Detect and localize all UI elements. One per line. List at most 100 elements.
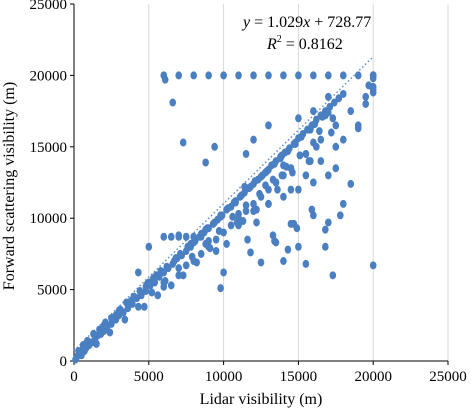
data-point [292,139,299,148]
data-point [175,71,183,80]
data-point [365,81,373,90]
data-point [141,302,148,311]
y-axis-title: Forward scattering visibility (m) [1,82,18,290]
y-tick-label: 25000 [30,0,68,13]
y-tick-label: 5000 [37,283,67,299]
data-point [112,311,120,320]
data-point [369,85,377,94]
data-point [362,99,370,108]
data-point [347,107,355,116]
y-tick-label: 10000 [30,211,68,227]
data-point [250,199,257,208]
data-point [262,168,269,177]
data-point [295,71,302,80]
data-point [310,107,317,116]
data-point [160,232,168,241]
data-point [265,185,272,194]
data-point [163,262,171,271]
data-point [211,142,218,151]
vertical-gridlines [148,4,449,361]
data-point [190,257,197,266]
data-point [280,257,287,266]
data-point [242,207,250,216]
data-point [310,71,317,80]
data-point [220,71,227,80]
data-point [242,149,250,158]
data-point [265,71,272,80]
data-point [136,287,144,296]
data-point [354,124,362,133]
data-point [265,121,272,130]
data-point [238,191,245,200]
data-point [277,154,284,163]
data-point [145,242,153,251]
data-point [280,192,287,201]
trendline-path [73,56,374,352]
data-point [313,142,320,151]
data-point [284,147,292,156]
data-point [148,288,156,297]
data-point [220,268,227,277]
data-point [302,259,310,268]
data-point [328,128,335,137]
data-point [205,71,212,80]
data-point [251,177,259,186]
data-point [369,71,377,80]
chart-axes [70,3,449,365]
data-point [161,75,169,84]
data-point [182,261,190,270]
data-point [250,207,257,216]
data-point [179,138,187,147]
regression-equation: y = 1.029x + 728.77 [241,14,371,31]
data-point [295,242,302,251]
data-point [265,199,272,208]
data-point [339,199,347,208]
data-point [302,149,310,158]
data-point [322,225,329,234]
data-point [175,264,183,273]
data-point [212,235,220,244]
data-point [90,329,97,338]
data-point [233,218,241,227]
data-point [335,94,343,103]
data-point [298,132,305,141]
data-point [322,111,329,120]
data-point [175,271,183,280]
data-point [295,114,302,123]
data-point [235,71,242,80]
x-tick-label: 20000 [354,369,392,385]
data-point [280,71,287,80]
data-point [339,71,347,80]
data-point [362,92,370,101]
data-point [347,179,355,188]
x-tick-label: 5000 [134,369,164,385]
data-point [354,71,362,80]
data-point [278,171,286,180]
data-point [172,254,180,263]
data-point [325,218,332,227]
data-point [325,71,332,80]
data-point [182,232,190,241]
y-tick-label: 15000 [30,140,68,156]
data-point [310,178,317,187]
data-point [202,158,209,167]
tick-labels: 0 5000 10000 15000 20000 25000 0 5000 10000 15000… [30,0,467,385]
data-point [369,261,377,270]
data-point [190,232,197,241]
data-point [331,98,338,107]
data-point [106,328,114,337]
data-point [223,239,230,248]
data-point [329,114,337,123]
data-point [127,297,135,306]
x-tick-label: 0 [70,369,78,385]
data-point [257,192,265,201]
data-point [325,171,332,180]
data-point [295,185,302,194]
data-point [97,325,105,334]
data-point [229,212,236,221]
data-point [325,92,332,101]
data-point [284,245,292,254]
data-point [205,242,212,251]
r-squared-label: R2 = 0.8162 [266,34,343,53]
data-point [167,232,175,241]
